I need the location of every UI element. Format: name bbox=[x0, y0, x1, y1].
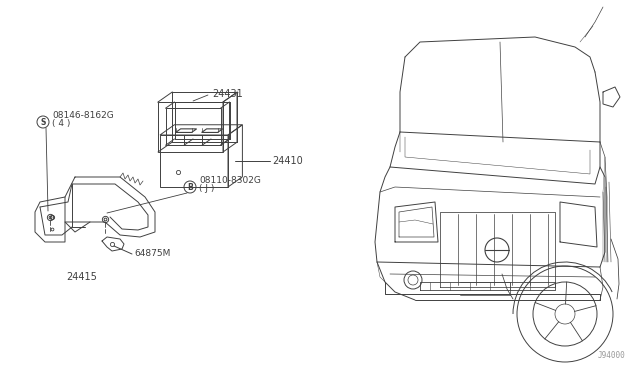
Text: B: B bbox=[187, 183, 193, 192]
Text: S: S bbox=[40, 118, 45, 126]
Text: 08110-8302G: 08110-8302G bbox=[199, 176, 261, 185]
Text: ( 4 ): ( 4 ) bbox=[52, 119, 70, 128]
Text: 24431: 24431 bbox=[212, 89, 243, 99]
Text: ( J ): ( J ) bbox=[199, 184, 214, 193]
Text: 24415: 24415 bbox=[67, 272, 97, 282]
Text: 08146-8162G: 08146-8162G bbox=[52, 111, 114, 120]
Text: 24410: 24410 bbox=[272, 156, 303, 166]
Text: 64875M: 64875M bbox=[134, 250, 170, 259]
Text: J94000: J94000 bbox=[597, 351, 625, 360]
